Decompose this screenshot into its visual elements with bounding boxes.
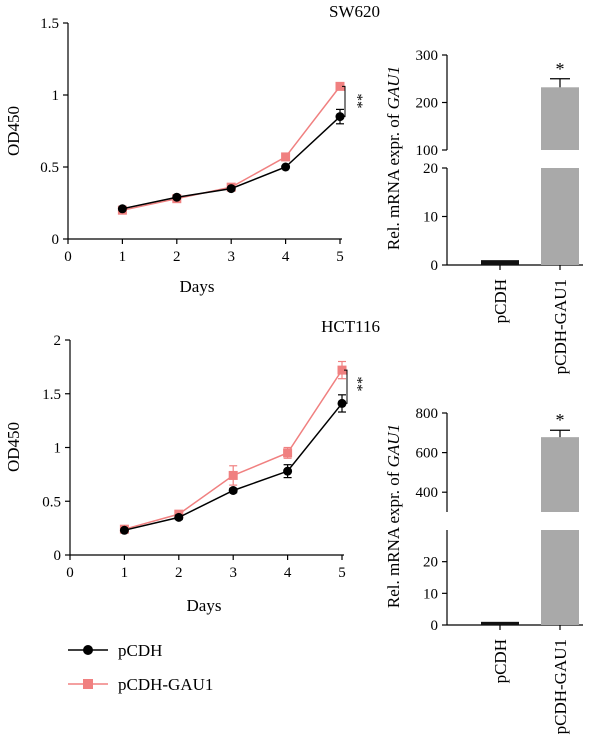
significance-label: ** — [349, 94, 365, 109]
bar-pcdh-gau1-lower — [541, 530, 579, 625]
x-tick-label: 3 — [227, 249, 235, 265]
x-tick-label: pCDH-GAU1 — [551, 639, 570, 734]
data-point-pcdh — [281, 162, 291, 172]
x-tick-label: 0 — [64, 249, 72, 265]
legend: pCDH pCDH-GAU1 — [68, 641, 213, 694]
bar-pcdh-gau1-upper — [541, 437, 579, 512]
chart-hct116-growth: HCT116 Days OD450 ** 0 1 2 3 4 5 0 0.5 1 1.5 2 — [4, 317, 380, 615]
y-tick-label: 0 — [52, 232, 60, 248]
y-tick-label: 600 — [416, 446, 439, 462]
legend-label-gau1: pCDH-GAU1 — [118, 675, 213, 694]
bar-pcdh-gau1-upper — [541, 87, 579, 150]
x-tick-label: 2 — [173, 249, 181, 265]
chart-title: SW620 — [329, 2, 380, 21]
y-tick-label: 1.5 — [40, 16, 59, 32]
x-tick-label: 4 — [282, 249, 290, 265]
data-point-gau1 — [281, 152, 291, 162]
y-tick-label: 20 — [423, 555, 438, 571]
x-axis-label: Days — [180, 277, 215, 296]
y-tick-label: 10 — [423, 210, 438, 226]
y-tick-label: 300 — [416, 48, 439, 64]
y-tick-label: 0 — [54, 548, 62, 564]
significance-label: * — [556, 59, 565, 79]
x-tick-label: 2 — [175, 565, 183, 581]
y-tick-label: 0 — [431, 258, 439, 274]
legend-marker-pcdh — [83, 645, 93, 655]
chart-sw620-growth: SW620 Days OD450 ** 0 1 2 3 4 5 0 0.5 1 1.5 — [4, 2, 380, 296]
x-tick-label: pCDH — [491, 279, 510, 323]
data-point-pcdh — [174, 512, 184, 522]
data-point-gau1 — [337, 365, 347, 375]
x-tick-label: 1 — [121, 565, 129, 581]
data-point-pcdh — [337, 398, 347, 408]
data-point-pcdh — [283, 466, 293, 476]
legend-marker-gau1 — [83, 679, 93, 689]
x-tick-label: 0 — [66, 565, 74, 581]
data-point-pcdh — [119, 525, 129, 535]
significance-label: ** — [349, 377, 365, 392]
chart-sw620-mrna: Rel. mRNA expr. of GAU1 0 10 20 100 200 300 pC… — [384, 48, 583, 374]
chart-hct116-mrna: Rel. mRNA expr. of GAU1 0 10 20 400 600 800 pC… — [384, 406, 583, 734]
data-point-pcdh — [172, 192, 182, 202]
y-tick-label: 10 — [423, 586, 438, 602]
series-line-pcdh — [122, 116, 341, 210]
y-tick-label: 0.5 — [42, 494, 61, 510]
y-tick-label: 1 — [54, 441, 62, 457]
data-point-gau1 — [228, 470, 238, 480]
data-point-pcdh — [228, 486, 238, 495]
significance-bracket — [344, 369, 348, 404]
y-tick-label: 200 — [416, 96, 439, 112]
data-point-pcdh — [117, 204, 127, 214]
x-tick-label: 5 — [338, 565, 346, 581]
y-axis-label: OD450 — [4, 106, 23, 156]
x-tick-label: 3 — [229, 565, 237, 581]
y-tick-label: 1.5 — [42, 387, 61, 403]
legend-label-pcdh: pCDH — [118, 641, 162, 660]
data-point-gau1 — [283, 448, 293, 458]
chart-title: HCT116 — [321, 317, 380, 336]
y-axis-label: OD450 — [4, 422, 23, 472]
y-tick-label: 2 — [54, 333, 62, 349]
y-tick-label: 0.5 — [40, 160, 59, 176]
x-tick-label: 4 — [284, 565, 292, 581]
y-tick-label: 100 — [416, 143, 439, 159]
y-tick-label: 0 — [431, 618, 439, 634]
significance-label: * — [556, 410, 565, 430]
bar-pcdh — [481, 260, 519, 265]
x-tick-label: 5 — [336, 249, 344, 265]
x-tick-label: pCDH — [491, 639, 510, 683]
data-point-gau1 — [335, 81, 345, 91]
significance-bracket — [342, 85, 346, 118]
series-line-gau1 — [124, 369, 343, 530]
x-tick-label: 1 — [119, 249, 127, 265]
y-tick-label: 800 — [416, 406, 439, 422]
y-tick-label: 20 — [423, 161, 438, 177]
y-axis-label: Rel. mRNA expr. of GAU1 — [384, 66, 403, 250]
y-tick-label: 1 — [52, 88, 60, 104]
data-point-pcdh — [335, 112, 345, 122]
y-axis-label: Rel. mRNA expr. of GAU1 — [384, 424, 403, 608]
bar-pcdh — [481, 621, 519, 625]
data-point-pcdh — [226, 184, 236, 194]
bar-pcdh-gau1-lower — [541, 168, 579, 265]
x-axis-label: Days — [187, 596, 222, 615]
x-tick-label: pCDH-GAU1 — [551, 279, 570, 374]
y-tick-label: 400 — [416, 485, 439, 501]
